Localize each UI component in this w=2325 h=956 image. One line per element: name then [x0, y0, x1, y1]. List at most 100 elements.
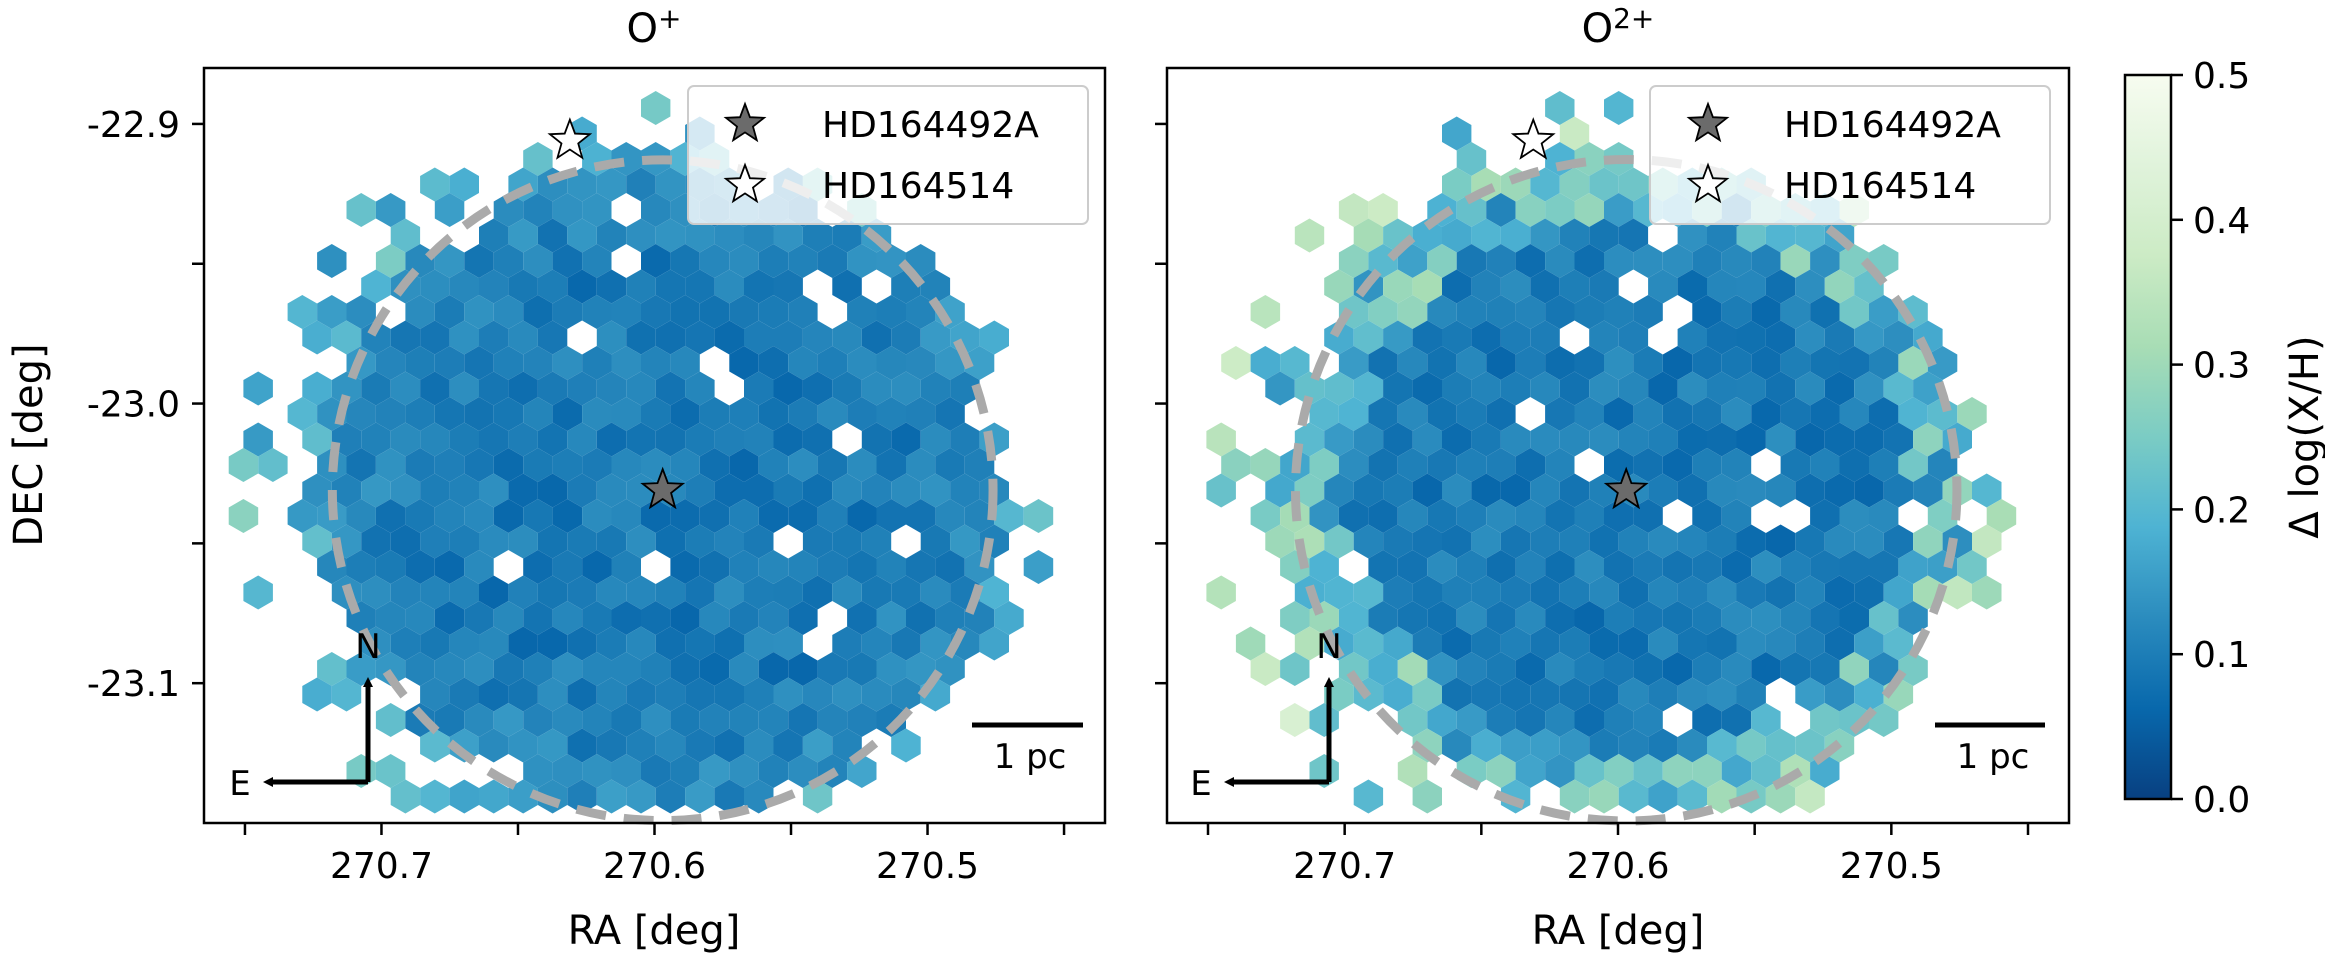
hex-cell [523, 295, 553, 329]
hex-cell [1692, 652, 1722, 686]
hex-cell [464, 601, 494, 635]
hex-cell [479, 473, 509, 508]
hex-cell [641, 397, 671, 431]
hex-cell [655, 320, 686, 355]
hex-cell [920, 626, 951, 661]
hex-cell [847, 448, 877, 482]
hex-cell [729, 754, 759, 788]
hex-cell [1530, 371, 1560, 406]
hex-cell [375, 703, 406, 737]
x-tick-label: 270.5 [1840, 846, 1943, 887]
hex-cell [1780, 448, 1811, 482]
hex-cell [596, 677, 627, 712]
hex-cell [1692, 346, 1722, 380]
hex-cell [420, 575, 450, 610]
hex-cell [611, 397, 641, 431]
hex-cell [1839, 244, 1869, 278]
hex-cell [861, 524, 892, 559]
hex-cell [1206, 575, 1236, 610]
hex-cell [1604, 397, 1634, 431]
colorbar-tick-label: 0.1 [2193, 635, 2250, 676]
colorbar-tick-label: 0.5 [2193, 56, 2250, 97]
hex-cell [1677, 728, 1707, 763]
hex-cell [1412, 218, 1442, 253]
hex-cell [847, 397, 877, 431]
hex-cell [582, 754, 612, 788]
hex-cell [567, 218, 597, 253]
hex-cell [1913, 473, 1943, 508]
scale-bar-label: 1 pc [1957, 737, 2030, 777]
hex-cell [1707, 422, 1737, 457]
hex-cell [744, 575, 774, 610]
hex-cell [375, 346, 406, 380]
hex-cell [1515, 193, 1546, 227]
hex-cell [685, 473, 715, 508]
hex-cell [508, 575, 538, 610]
hex-cell [434, 295, 465, 329]
hex-cell [434, 244, 465, 278]
hex-cell [1456, 448, 1487, 482]
hex-cell [1500, 626, 1531, 661]
hex-cell [729, 244, 759, 278]
hex-cell [994, 601, 1024, 635]
hex-cell [1662, 550, 1693, 584]
hex-cell [876, 295, 906, 329]
hex-cell [479, 677, 509, 712]
hex-cell [582, 550, 612, 584]
ionization-circle [327, 155, 998, 826]
hex-cell [1294, 371, 1325, 406]
hex-cell [1854, 524, 1884, 559]
hex-cell [1471, 575, 1501, 610]
hex-cell [1515, 346, 1546, 380]
hex-cell [420, 320, 450, 355]
hex-cell [1353, 575, 1384, 610]
hex-cell [670, 754, 700, 788]
hex-cell [1648, 779, 1678, 814]
hex-cell [1486, 499, 1516, 533]
hex-cell [449, 779, 479, 814]
panel-o-2plus: O2+ 270.7 270.6 270.5 RA [deg] HD164492A H… [1155, 2, 2071, 954]
hexbin-layer-o-plus [228, 91, 1054, 814]
hex-cell [434, 346, 465, 380]
hex-cell [390, 626, 421, 661]
hex-cell [1736, 524, 1766, 559]
hex-cell [641, 346, 671, 380]
hex-cell [1574, 193, 1604, 227]
hex-cell [1839, 550, 1869, 584]
hex-cell [1986, 499, 2017, 533]
hex-cell [1604, 244, 1634, 278]
hex-cell [1810, 397, 1840, 431]
hex-cell [302, 371, 332, 406]
hex-cell [670, 550, 700, 584]
hex-cell [1456, 397, 1487, 431]
hex-cell [1442, 167, 1472, 202]
hex-cell [1530, 524, 1560, 559]
hex-cell [802, 371, 833, 406]
hex-cell [699, 244, 730, 278]
hex-cell [1589, 218, 1619, 253]
hex-cell [1500, 422, 1531, 457]
hex-cell [1618, 320, 1649, 355]
hex-cell [1515, 703, 1546, 737]
hex-cell [832, 218, 862, 253]
hex-cell [243, 575, 273, 610]
hex-cell [1589, 320, 1619, 355]
hex-cell [641, 652, 671, 686]
hex-cell [861, 677, 892, 712]
hex-cell [1412, 473, 1442, 508]
hex-cell [1500, 473, 1531, 508]
colorbar-tick-label: 0.2 [2193, 490, 2250, 531]
colorbar-label: Δ log(X/H) [2282, 335, 2325, 538]
hex-cell [596, 167, 627, 202]
hex-cell [670, 346, 700, 380]
hex-cell [1250, 652, 1281, 686]
hex-cell [1500, 320, 1531, 355]
hex-cell [567, 728, 597, 763]
scale-bar: 1 pc [1935, 722, 2045, 777]
hex-cell [1854, 677, 1884, 712]
hex-cell [1383, 473, 1413, 508]
hex-cell [1618, 422, 1649, 457]
hex-cell [626, 779, 656, 814]
hex-cell [1383, 422, 1413, 457]
hex-cell [1442, 422, 1472, 457]
